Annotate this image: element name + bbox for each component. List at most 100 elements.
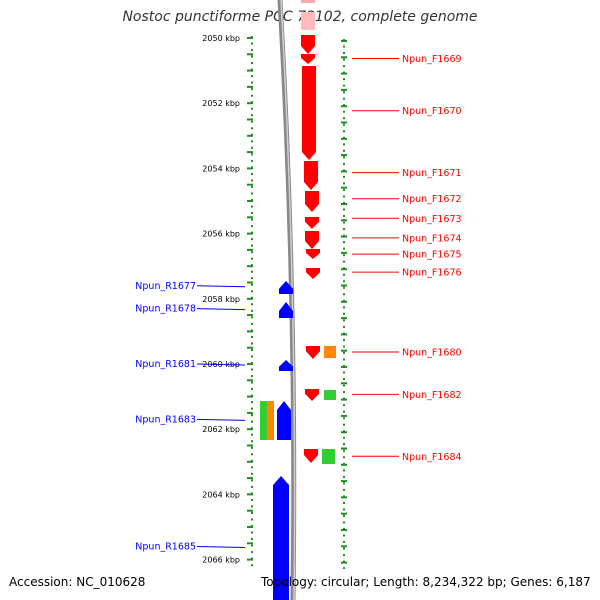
- ruler-tick: [247, 53, 253, 56]
- ruler-tick: [341, 317, 347, 320]
- ruler-dot: [343, 547, 345, 550]
- ruler-dot: [343, 215, 345, 218]
- gene-arrow-forward: [306, 268, 320, 279]
- gene-arrow-forward: [301, 0, 315, 3]
- ruler-dot: [343, 488, 345, 491]
- ruler-tick: [247, 542, 253, 545]
- gene-arrow-reverse: [279, 281, 293, 294]
- ruler-dot: [251, 205, 253, 208]
- ruler-dot: [251, 244, 253, 247]
- ruler-tick: [341, 398, 347, 401]
- ruler-tick: [247, 248, 253, 251]
- ruler-tick: [247, 411, 253, 414]
- ruler-dot: [251, 309, 253, 312]
- ruler-dot: [343, 280, 345, 283]
- ruler-dot: [251, 140, 253, 143]
- ruler-tick: [247, 134, 253, 137]
- ruler-dot: [251, 322, 253, 325]
- ruler-tick: [247, 232, 253, 235]
- gene-label-forward: Npun_F1676: [402, 268, 462, 279]
- ruler-dot: [343, 319, 345, 322]
- ruler-dot: [343, 117, 345, 120]
- ruler-tick: [247, 509, 253, 512]
- ruler-dot: [251, 257, 253, 260]
- gene-label-reverse: Npun_R1677: [135, 281, 196, 292]
- ruler-dot: [343, 404, 345, 407]
- ruler-dot: [343, 443, 345, 446]
- ruler-dot: [251, 407, 253, 410]
- ruler-tick: [341, 382, 347, 385]
- ruler-dot: [251, 518, 253, 521]
- ruler-dot: [251, 49, 253, 52]
- ruler-dot: [251, 375, 253, 378]
- ruler-dot: [343, 58, 345, 61]
- ruler-tick: [247, 85, 253, 88]
- gene-arrow-forward: [305, 231, 319, 249]
- ruler-tick: [341, 154, 347, 157]
- ruler-dot: [251, 172, 253, 175]
- kbp-tick-label: 2064 kbp: [202, 490, 240, 499]
- ruler-tick: [341, 105, 347, 108]
- kbp-tick-label: 2058 kbp: [202, 295, 240, 304]
- ruler-tick: [247, 297, 253, 300]
- kbp-tick-label: 2054 kbp: [202, 164, 240, 173]
- ruler-dot: [251, 127, 253, 130]
- ruler-dot: [251, 472, 253, 475]
- ruler-dot: [251, 446, 253, 449]
- feature-box-green: [260, 401, 267, 440]
- ruler-dot: [251, 192, 253, 195]
- kbp-tick-label: 2066 kbp: [202, 556, 240, 565]
- ruler-dot: [251, 290, 253, 293]
- ruler-dot: [251, 251, 253, 254]
- ruler-dot: [343, 410, 345, 413]
- gene-label-reverse: Npun_R1681: [135, 359, 196, 370]
- ruler-tick: [341, 268, 347, 271]
- ruler-dot: [343, 260, 345, 263]
- ruler-tick: [341, 349, 347, 352]
- gene-label-forward: Npun_F1671: [402, 168, 462, 179]
- gene-label-forward: Npun_F1669: [402, 54, 462, 65]
- ruler-tick: [247, 428, 253, 431]
- ruler-tick: [341, 333, 347, 336]
- gene-label-forward: Npun_F1675: [402, 250, 462, 261]
- ruler-dot: [251, 551, 253, 554]
- ruler-dot: [251, 381, 253, 384]
- gene-label-forward: Npun_F1670: [402, 106, 462, 117]
- ruler-tick: [341, 72, 347, 75]
- ruler-dot: [251, 466, 253, 469]
- ruler-tick: [341, 203, 347, 205]
- accession-label: Accession: NC_010628: [9, 575, 146, 589]
- ruler-tick: [247, 265, 253, 268]
- feature-box-orange: [267, 401, 274, 440]
- ruler-dot: [251, 564, 253, 567]
- ruler-tick: [341, 170, 347, 173]
- kbp-tick-label: 2062 kbp: [202, 425, 240, 434]
- ruler-tick: [341, 121, 347, 124]
- ruler-tick: [341, 235, 347, 238]
- gene-label-leader: [196, 418, 246, 421]
- ruler-dot: [343, 541, 345, 544]
- gene-label-forward: Npun_F1682: [402, 390, 462, 401]
- ruler-dot: [343, 456, 345, 459]
- ruler-dot: [251, 75, 253, 78]
- ruler-dot: [343, 228, 345, 231]
- ruler-tick: [341, 300, 347, 303]
- ruler-dot: [343, 91, 345, 94]
- ruler-tick: [341, 414, 347, 417]
- gene-arrow-forward: [305, 191, 319, 212]
- ruler-tick: [247, 493, 253, 496]
- ruler-dot: [343, 45, 345, 48]
- genome-backbone: [277, 0, 297, 600]
- ruler-dot: [251, 62, 253, 65]
- ruler-tick: [341, 219, 347, 222]
- gene-arrow-reverse: [279, 360, 293, 371]
- ruler-dot: [251, 146, 253, 149]
- ruler-tick: [247, 444, 253, 447]
- ruler-dot: [251, 498, 253, 501]
- ruler-dot: [343, 469, 345, 472]
- ruler-dot: [343, 351, 345, 354]
- gene-arrow-forward: [305, 217, 319, 229]
- ruler-dot: [343, 286, 345, 289]
- genome-summary: Topology: circular; Length: 8,234,322 bp…: [261, 575, 591, 589]
